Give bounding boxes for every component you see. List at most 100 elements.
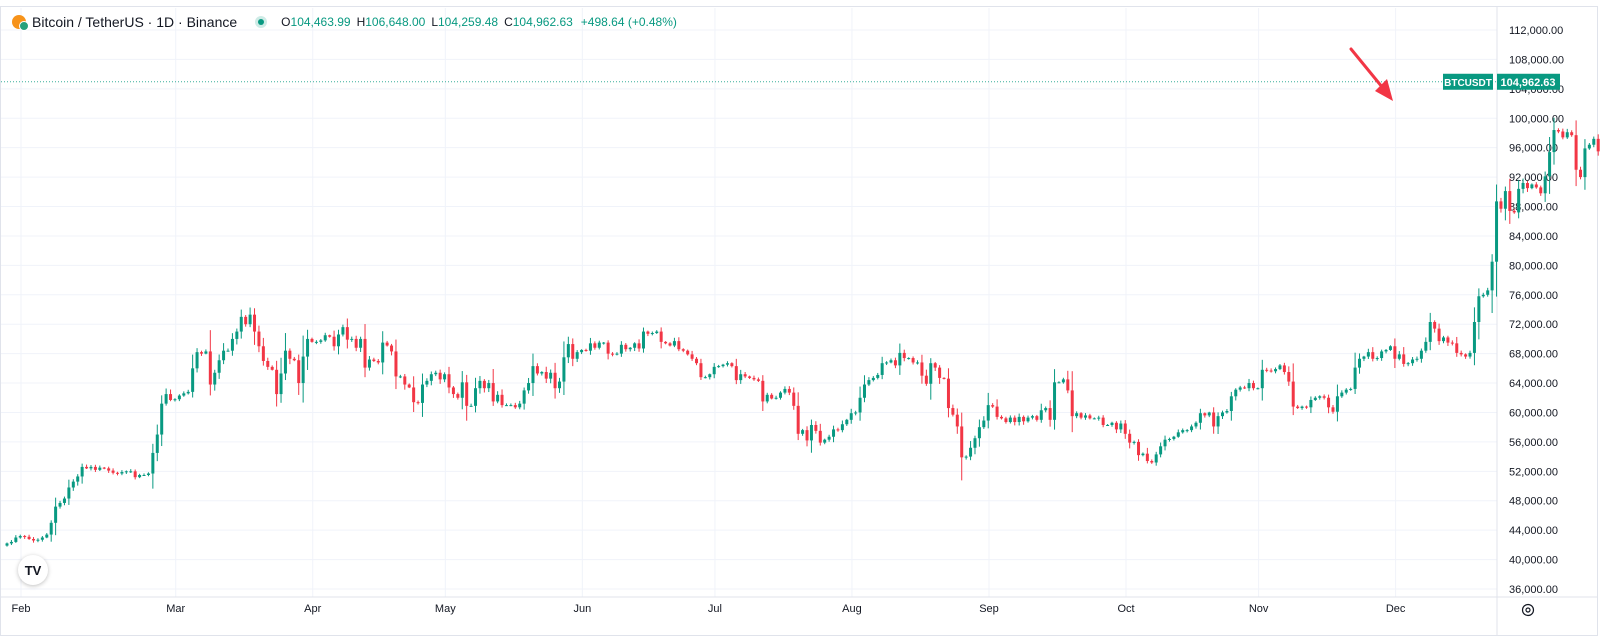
candle	[1424, 337, 1428, 353]
candle-body	[67, 487, 71, 499]
candle-body	[177, 395, 181, 400]
candle	[1225, 409, 1229, 414]
candle-body	[796, 405, 800, 434]
candle-body	[761, 380, 765, 402]
candle-body	[1486, 290, 1490, 295]
candle-body	[566, 344, 570, 358]
candle-body	[71, 481, 75, 488]
candle	[155, 424, 159, 462]
candle	[173, 398, 177, 402]
candle-body	[1349, 388, 1353, 390]
candle	[1247, 378, 1251, 392]
symbol-price-tag: BTCUSDT	[1443, 73, 1493, 90]
candle-body	[1048, 408, 1052, 420]
candle-body	[509, 405, 513, 407]
candle-body	[827, 436, 831, 440]
candle-body	[208, 351, 212, 385]
tradingview-logo-icon[interactable]: TV	[18, 555, 48, 585]
candle	[1106, 424, 1110, 426]
candle	[1481, 292, 1485, 298]
candle-body	[292, 358, 296, 361]
candle	[549, 369, 553, 384]
candle-body	[1419, 350, 1423, 359]
candle	[1088, 413, 1092, 420]
candle	[708, 373, 712, 380]
chart-settings-icon[interactable]	[1521, 603, 1535, 617]
candle-body	[734, 366, 738, 381]
candle	[27, 534, 31, 540]
candle-body	[951, 408, 955, 415]
candle	[438, 369, 442, 384]
candle	[54, 497, 58, 536]
candle	[699, 358, 703, 380]
candle	[1229, 391, 1233, 421]
candle-body	[1092, 418, 1096, 420]
candle	[1013, 415, 1017, 426]
candle	[182, 391, 186, 397]
candle-body	[261, 346, 265, 361]
candle-body	[681, 349, 685, 351]
candle-body	[1251, 383, 1255, 389]
candle	[1534, 182, 1538, 189]
candle	[756, 377, 760, 382]
candle	[45, 533, 49, 539]
candle	[1132, 440, 1136, 445]
candle-body	[1247, 383, 1251, 389]
candle	[1008, 415, 1012, 424]
candle-body	[1313, 397, 1317, 400]
candle-body	[1044, 408, 1048, 411]
candle	[602, 341, 606, 345]
candle-body	[664, 341, 668, 344]
x-tick-label: Mar	[166, 603, 185, 615]
candle	[951, 404, 955, 417]
candle	[1548, 136, 1552, 194]
candle	[500, 389, 504, 408]
x-tick-label: Sep	[979, 603, 999, 615]
candle	[89, 465, 93, 471]
candle-body	[45, 534, 49, 538]
y-tick-label: 48,000.00	[1509, 496, 1558, 508]
candle-body	[862, 384, 866, 398]
candle	[814, 421, 818, 434]
candle-body	[1106, 424, 1110, 426]
market-status-icon[interactable]	[255, 16, 268, 28]
candle	[40, 536, 44, 542]
candle	[739, 369, 743, 384]
candle-body	[1300, 406, 1304, 409]
candle-body	[535, 366, 539, 374]
symbol-title[interactable]: Bitcoin / TetherUS · 1D · Binance	[32, 14, 238, 30]
candle-body	[1543, 176, 1547, 194]
candle-body	[14, 537, 18, 542]
candle	[995, 399, 999, 420]
candle-body	[1229, 396, 1233, 412]
candle	[328, 334, 332, 338]
candle-body	[916, 362, 920, 364]
candle	[1128, 429, 1132, 449]
candle-body	[1030, 416, 1034, 418]
candle-body	[885, 362, 889, 364]
candle	[1570, 130, 1574, 137]
y-tick-label: 96,000.00	[1509, 143, 1558, 155]
candle-body	[1340, 392, 1344, 397]
candle	[1198, 408, 1202, 430]
candle-body	[146, 473, 150, 475]
candle-body	[1592, 138, 1596, 145]
candle	[796, 392, 800, 441]
candle-body	[40, 537, 44, 540]
candle-body	[1503, 191, 1507, 209]
candle	[1026, 415, 1030, 423]
candle	[1503, 186, 1507, 221]
candle	[977, 419, 981, 447]
candle	[509, 403, 513, 407]
candle	[314, 340, 318, 345]
candle-body	[973, 438, 977, 448]
candle-body	[809, 424, 813, 441]
candle-body	[898, 352, 902, 366]
candle-body	[213, 372, 217, 385]
candle-body	[748, 376, 752, 378]
candle	[787, 386, 791, 396]
candle	[270, 365, 274, 371]
candle	[1455, 336, 1459, 357]
candle-body	[854, 412, 858, 414]
